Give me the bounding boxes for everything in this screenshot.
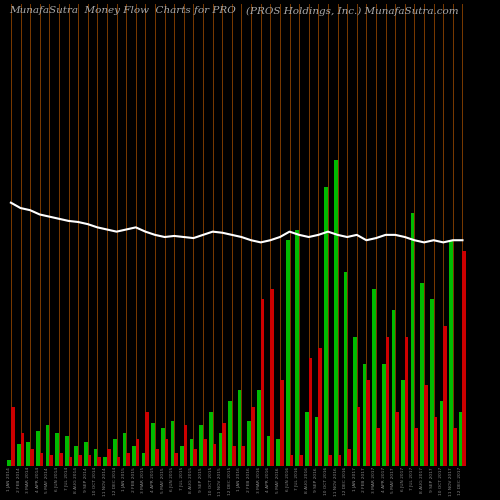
- Bar: [36, 431, 40, 466]
- Bar: [161, 428, 164, 466]
- Bar: [257, 390, 260, 466]
- Bar: [290, 455, 293, 466]
- Bar: [84, 442, 88, 466]
- Bar: [26, 442, 30, 466]
- Bar: [449, 240, 453, 466]
- Bar: [401, 380, 405, 466]
- Bar: [113, 438, 116, 466]
- Bar: [411, 214, 414, 466]
- Bar: [56, 434, 59, 466]
- Bar: [444, 326, 447, 466]
- Bar: [126, 452, 130, 466]
- Bar: [353, 337, 357, 466]
- Bar: [344, 272, 347, 466]
- Bar: [459, 412, 462, 466]
- Bar: [17, 444, 20, 466]
- Bar: [11, 406, 15, 466]
- Bar: [74, 446, 78, 466]
- Bar: [50, 455, 53, 466]
- Bar: [170, 420, 174, 466]
- Bar: [59, 452, 62, 466]
- Bar: [200, 425, 203, 466]
- Bar: [395, 412, 399, 466]
- Bar: [30, 450, 34, 466]
- Bar: [209, 412, 212, 466]
- Text: (PROS Holdings, Inc.) MunafaSutra.com: (PROS Holdings, Inc.) MunafaSutra.com: [246, 6, 458, 16]
- Bar: [296, 230, 299, 466]
- Bar: [308, 358, 312, 466]
- Bar: [251, 406, 255, 466]
- Bar: [190, 438, 194, 466]
- Bar: [270, 288, 274, 466]
- Bar: [104, 457, 107, 466]
- Bar: [146, 412, 149, 466]
- Bar: [366, 380, 370, 466]
- Bar: [357, 406, 360, 466]
- Bar: [440, 401, 444, 466]
- Bar: [318, 348, 322, 466]
- Bar: [68, 457, 72, 466]
- Bar: [222, 422, 226, 466]
- Bar: [276, 438, 280, 466]
- Bar: [98, 457, 101, 466]
- Bar: [280, 380, 283, 466]
- Bar: [136, 438, 140, 466]
- Bar: [107, 450, 110, 466]
- Bar: [424, 385, 428, 466]
- Bar: [212, 444, 216, 466]
- Bar: [164, 438, 168, 466]
- Bar: [40, 452, 44, 466]
- Bar: [142, 452, 146, 466]
- Bar: [314, 418, 318, 466]
- Bar: [347, 450, 351, 466]
- Bar: [324, 186, 328, 466]
- Bar: [184, 425, 188, 466]
- Bar: [122, 434, 126, 466]
- Bar: [260, 299, 264, 466]
- Bar: [386, 337, 390, 466]
- Bar: [7, 460, 11, 466]
- Text: MunafaSutra  Money Flow  Charts for PRO: MunafaSutra Money Flow Charts for PRO: [9, 6, 235, 16]
- Bar: [116, 457, 120, 466]
- Bar: [46, 425, 50, 466]
- Bar: [242, 446, 245, 466]
- Bar: [338, 455, 341, 466]
- Bar: [94, 450, 98, 466]
- Bar: [132, 446, 136, 466]
- Bar: [405, 337, 408, 466]
- Bar: [78, 455, 82, 466]
- Bar: [434, 418, 438, 466]
- Bar: [299, 455, 303, 466]
- Bar: [372, 288, 376, 466]
- Bar: [414, 428, 418, 466]
- Bar: [152, 422, 155, 466]
- Bar: [238, 390, 242, 466]
- Bar: [65, 436, 68, 466]
- Bar: [88, 455, 92, 466]
- Bar: [430, 299, 434, 466]
- Bar: [266, 436, 270, 466]
- Bar: [180, 446, 184, 466]
- Bar: [462, 251, 466, 466]
- Bar: [194, 450, 197, 466]
- Bar: [334, 160, 338, 466]
- Bar: [232, 446, 235, 466]
- Bar: [392, 310, 395, 466]
- Bar: [382, 364, 386, 466]
- Bar: [362, 364, 366, 466]
- Bar: [420, 283, 424, 466]
- Bar: [228, 401, 232, 466]
- Bar: [155, 450, 158, 466]
- Bar: [248, 420, 251, 466]
- Bar: [203, 438, 206, 466]
- Bar: [20, 434, 24, 466]
- Bar: [328, 455, 332, 466]
- Bar: [218, 434, 222, 466]
- Bar: [174, 452, 178, 466]
- Bar: [376, 428, 380, 466]
- Bar: [286, 240, 290, 466]
- Bar: [453, 428, 456, 466]
- Bar: [305, 412, 308, 466]
